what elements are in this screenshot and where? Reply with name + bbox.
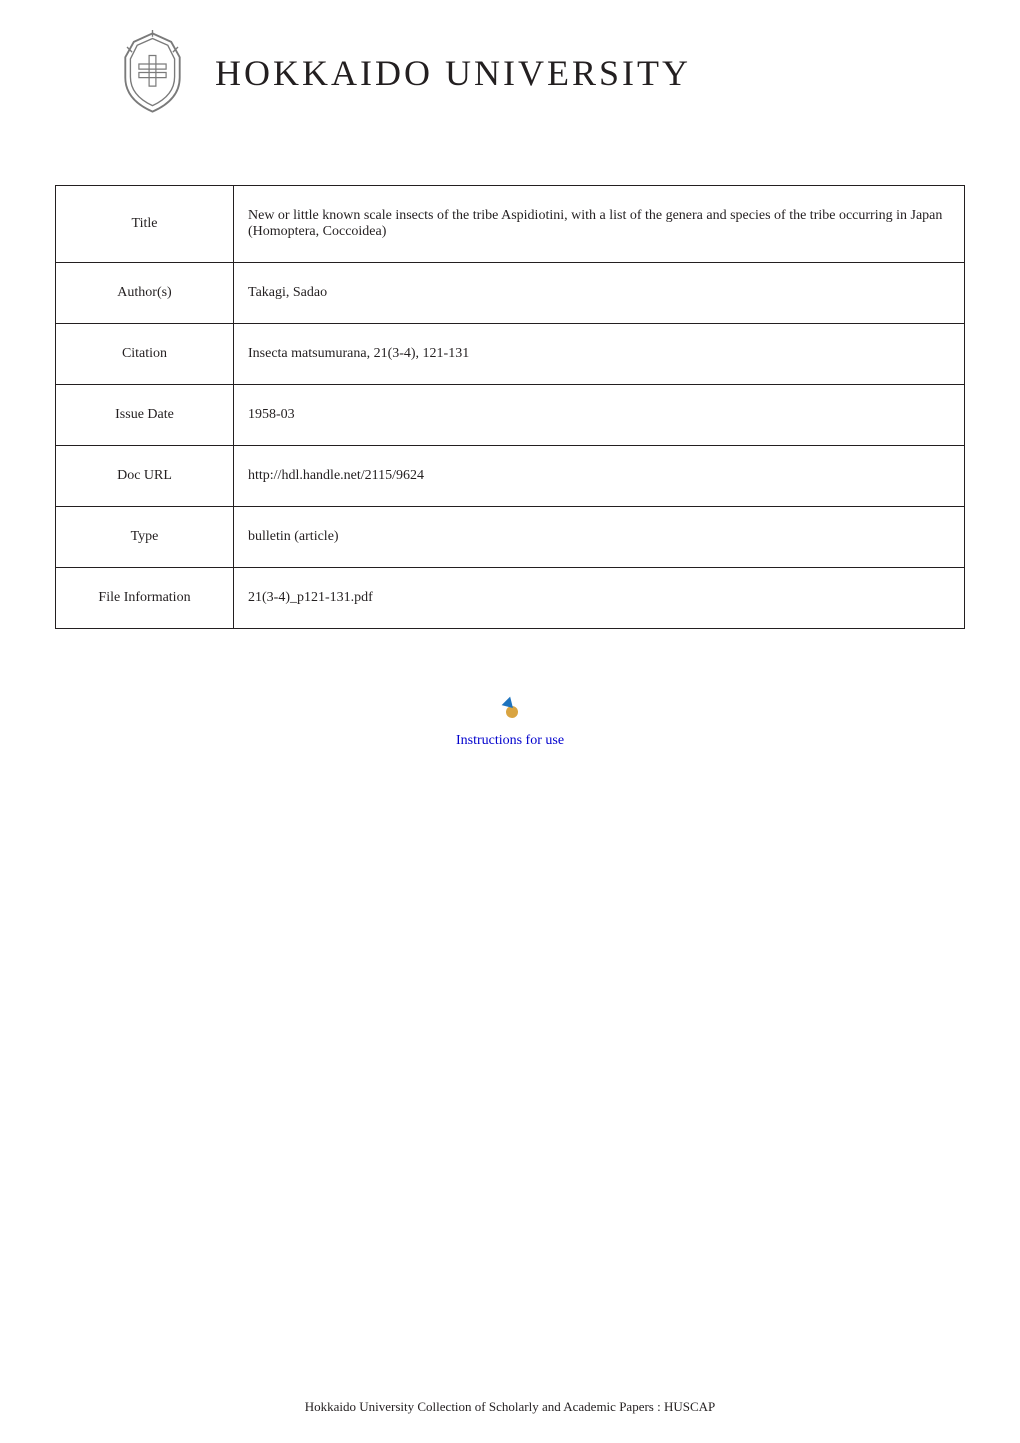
table-row: Doc URL http://hdl.handle.net/2115/9624	[56, 446, 965, 507]
table-row: Issue Date 1958-03	[56, 385, 965, 446]
page-header: HOKKAIDO UNIVERSITY	[0, 0, 1020, 145]
row-label: Doc URL	[56, 446, 234, 507]
row-label: Issue Date	[56, 385, 234, 446]
university-name: HOKKAIDO UNIVERSITY	[215, 52, 691, 94]
row-value: 1958-03	[234, 385, 965, 446]
download-arrow-icon	[497, 694, 523, 720]
row-value: 21(3-4)_p121-131.pdf	[234, 568, 965, 629]
row-value: bulletin (article)	[234, 507, 965, 568]
row-label: Title	[56, 186, 234, 263]
metadata-table-body: Title New or little known scale insects …	[56, 186, 965, 629]
row-value-url[interactable]: http://hdl.handle.net/2115/9624	[234, 446, 965, 507]
instructions-block: Instructions for use	[0, 694, 1020, 749]
row-label: Author(s)	[56, 263, 234, 324]
row-value: New or little known scale insects of the…	[234, 186, 965, 263]
row-label: Citation	[56, 324, 234, 385]
instructions-link[interactable]: Instructions for use	[0, 733, 1020, 749]
row-label: Type	[56, 507, 234, 568]
metadata-table: Title New or little known scale insects …	[55, 185, 965, 629]
table-row: File Information 21(3-4)_p121-131.pdf	[56, 568, 965, 629]
table-row: Citation Insecta matsumurana, 21(3-4), 1…	[56, 324, 965, 385]
table-row: Type bulletin (article)	[56, 507, 965, 568]
row-value: Takagi, Sadao	[234, 263, 965, 324]
row-value: Insecta matsumurana, 21(3-4), 121-131	[234, 324, 965, 385]
table-row: Title New or little known scale insects …	[56, 186, 965, 263]
table-row: Author(s) Takagi, Sadao	[56, 263, 965, 324]
footer-text: Hokkaido University Collection of Schola…	[0, 1399, 1020, 1415]
row-label: File Information	[56, 568, 234, 629]
university-crest-icon	[110, 30, 195, 115]
